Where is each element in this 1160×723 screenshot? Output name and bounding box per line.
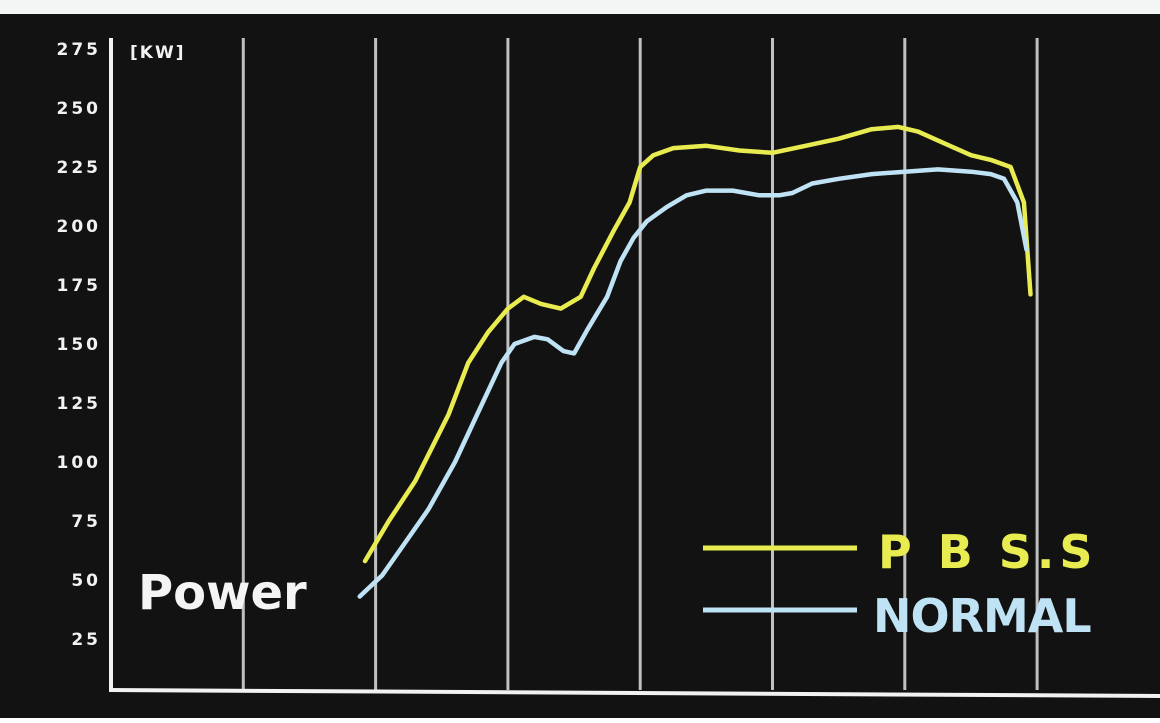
unit-label: [KW] (130, 43, 185, 63)
y-tick-label-200: 200 (57, 217, 102, 237)
y-tick-label-100: 100 (57, 453, 102, 473)
y-tick-label-250: 250 (57, 99, 102, 119)
y-tick-label-25: 25 (71, 630, 101, 650)
y-tick-label-225: 225 (57, 158, 102, 178)
axis-layer (108, 38, 1160, 698)
y-tick-label-50: 50 (71, 571, 101, 591)
y-tick-label-75: 75 (71, 512, 101, 532)
top-border (0, 0, 1160, 14)
grid-layer (241, 38, 1039, 690)
y-tick-label-125: 125 (57, 394, 102, 414)
x-axis-line (108, 688, 1160, 698)
series-line-normal (357, 167, 1029, 599)
y-tick-label-275: 275 (57, 40, 102, 60)
legend-label-normal: NORMAL (873, 589, 1091, 643)
chart-label-power: Power (138, 565, 307, 621)
legend-label-pbss: P B S.S (878, 525, 1098, 579)
series-line-p-b-s-s (362, 124, 1033, 564)
y-tick-label-175: 175 (57, 276, 102, 296)
legend: P B S.S NORMAL (703, 525, 1098, 643)
y-tick-labels: 25 50 75 100 125 150 175 200 225 250 275 (57, 40, 102, 650)
series-layer (357, 124, 1033, 599)
y-tick-label-150: 150 (57, 335, 102, 355)
